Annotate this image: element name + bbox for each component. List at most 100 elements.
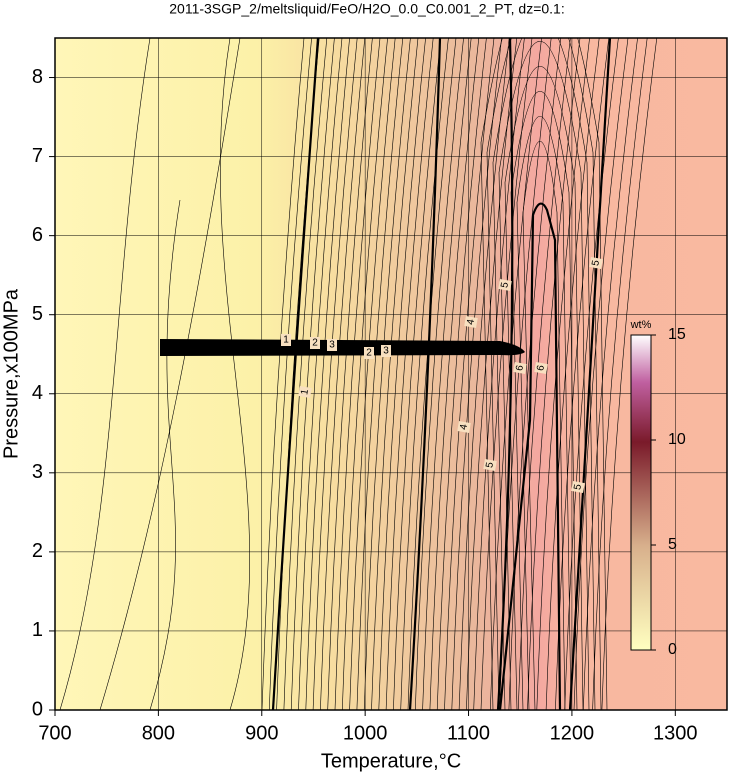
contour-label: 4: [465, 318, 477, 326]
x-tick-label: 1000: [343, 722, 388, 744]
plot-frame: [54, 37, 728, 711]
colorbar-tick-label: 15: [668, 326, 686, 343]
chart-title: 2011-3SGP_2/meltsliquid/FeO/H2O_0.0_C0.0…: [169, 1, 564, 17]
colorbar: [630, 334, 652, 651]
x-tick-label: 900: [245, 722, 278, 744]
contour-line-major: [498, 202, 562, 710]
contour-label-bg: [534, 362, 548, 374]
contour-label: 2: [312, 338, 318, 349]
contour-label: 5: [590, 259, 602, 267]
contour-label-bg: [364, 347, 374, 359]
y-tick-label: 6: [32, 224, 43, 246]
contour-line: [451, 38, 502, 710]
colorbar-tick-label: 0: [668, 641, 677, 658]
contour-line: [378, 38, 426, 710]
contour-line: [510, 90, 578, 710]
contour-line: [592, 38, 648, 710]
contour-line: [349, 38, 396, 710]
y-tick-label: 7: [32, 145, 43, 167]
contour-line: [458, 38, 510, 710]
contour-line: [429, 38, 480, 710]
contour-line-major: [496, 38, 514, 710]
contour-label-bg: [457, 421, 471, 433]
contour-label-bg: [483, 459, 497, 471]
contour-line: [99, 38, 241, 710]
contour-line: [371, 38, 419, 710]
contour-line: [436, 38, 487, 710]
y-tick-label: 8: [32, 66, 43, 88]
contour-line: [312, 38, 358, 710]
contour-line: [516, 115, 572, 710]
contour-label-bg: [327, 339, 337, 351]
contour-line: [422, 38, 472, 710]
contour-line-major: [271, 38, 320, 710]
contour-line: [219, 38, 250, 710]
x-tick-label: 800: [142, 722, 175, 744]
contour-label: 2: [366, 348, 372, 359]
contour-label: 3: [329, 340, 335, 351]
contour-label-bg: [298, 386, 312, 398]
contour-label-bg: [310, 337, 320, 349]
y-axis-label: Pressure,x100MPa: [0, 288, 22, 459]
y-tick-label: 5: [32, 303, 43, 325]
contour-label: 4: [458, 423, 470, 431]
contour-line: [527, 38, 581, 710]
contour-label-bg: [513, 362, 527, 374]
x-tick-label: 1100: [447, 722, 490, 744]
x-tick-label: 700: [38, 722, 71, 744]
contour-label-bg: [381, 345, 391, 357]
contour-label: 1: [283, 335, 289, 346]
contour-line: [393, 38, 442, 710]
contour-line-major: [568, 38, 612, 710]
contour-line: [492, 38, 596, 710]
contour-line: [59, 38, 151, 710]
contour-line: [407, 38, 457, 710]
contour-line: [334, 38, 381, 710]
contour-line: [415, 38, 464, 710]
contour-line: [473, 38, 525, 710]
contour-line: [298, 38, 343, 710]
contour-line: [283, 38, 328, 710]
y-tick-label: 2: [32, 540, 43, 562]
x-axis-label: Temperature,°C: [321, 750, 461, 772]
contour-line: [261, 38, 305, 710]
dense-band: [160, 339, 525, 356]
contour-line: [444, 38, 495, 710]
contour-line: [545, 38, 600, 710]
contour-line: [342, 38, 388, 710]
contour-line: [400, 38, 449, 710]
contour-line: [356, 38, 404, 710]
contour-label: 5: [484, 461, 496, 469]
contour-line: [269, 38, 312, 710]
contour-label: 3: [383, 346, 389, 357]
contour-line: [320, 38, 366, 710]
contour-label: 6: [514, 364, 526, 372]
contour-label: 5: [499, 281, 511, 289]
y-tick-label: 0: [32, 698, 43, 720]
contour-line: [327, 38, 373, 710]
contour-label-bg: [498, 279, 512, 291]
contour-label-bg: [589, 257, 603, 269]
contour-lines: [59, 38, 658, 710]
x-tick-label: 1200: [550, 722, 595, 744]
contour-line: [149, 199, 181, 710]
y-tick-label: 3: [32, 461, 43, 483]
colorbar-tick-label: 5: [668, 536, 677, 553]
colorbar-tick-label: 10: [668, 431, 686, 448]
grid: [54, 38, 727, 711]
contour-label-bg: [571, 481, 585, 493]
colorbar-label: wt%: [630, 319, 652, 331]
y-tick-label: 4: [32, 382, 43, 404]
contour-line: [363, 38, 411, 710]
contour-line: [480, 38, 608, 710]
contour-line: [385, 38, 434, 710]
contour-line: [305, 38, 350, 710]
contour-line: [486, 38, 602, 710]
contour-line: [466, 38, 518, 710]
plot-background: [55, 38, 727, 710]
contour-label: 5: [572, 483, 584, 491]
contour-label-bg: [464, 316, 478, 328]
contour-line: [517, 38, 571, 710]
x-tick-label: 1300: [653, 722, 698, 744]
